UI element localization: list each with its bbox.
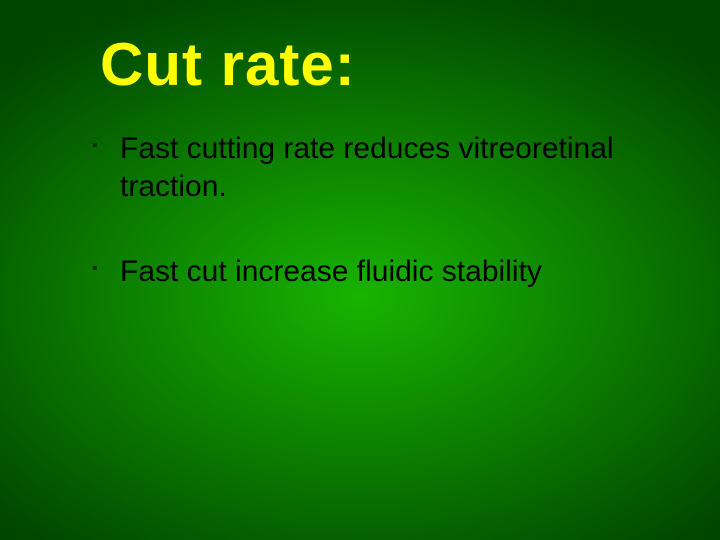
bullet-list: Fast cutting rate reduces vitreoretinal … bbox=[92, 130, 652, 291]
slide: Cut rate: Fast cutting rate reduces vitr… bbox=[0, 0, 720, 540]
list-item: Fast cutting rate reduces vitreoretinal … bbox=[92, 130, 652, 205]
slide-title: Cut rate: bbox=[100, 30, 356, 99]
list-item: Fast cut increase fluidic stability bbox=[92, 253, 652, 291]
